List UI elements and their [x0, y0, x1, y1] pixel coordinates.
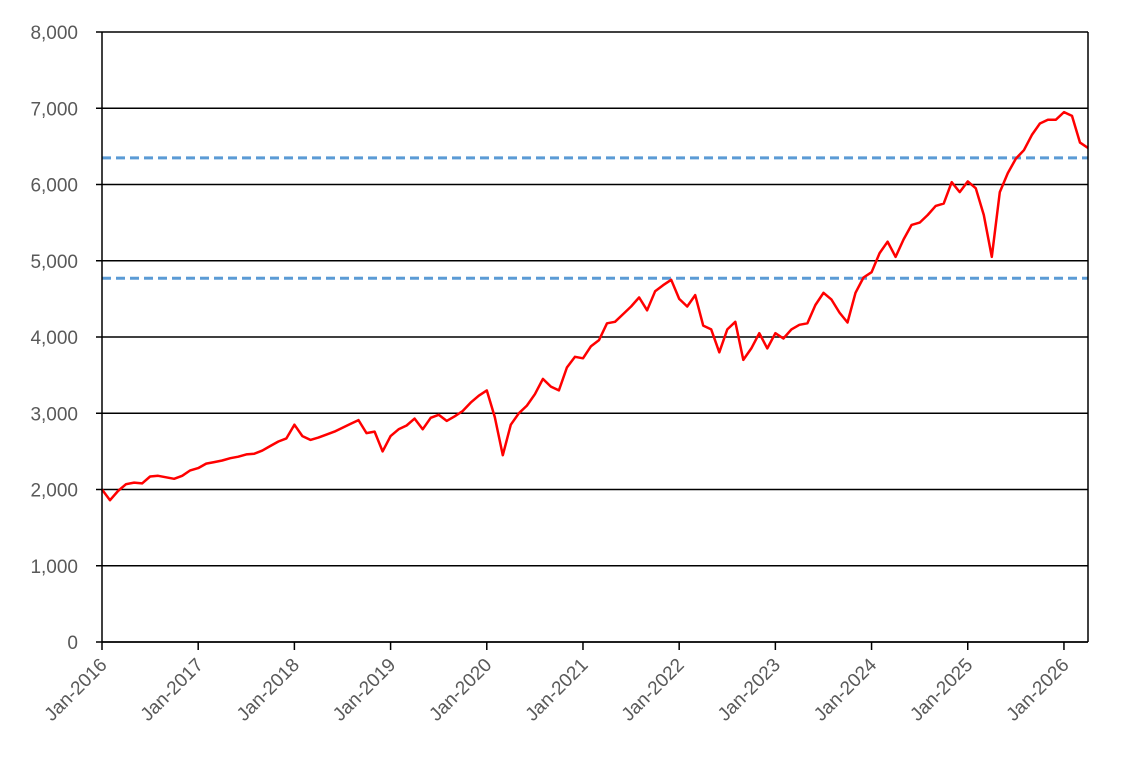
y-tick-label: 1,000: [30, 557, 78, 578]
y-tick-label: 4,000: [30, 328, 78, 349]
gridlines: [102, 31, 1088, 643]
y-axis-labels: 0 1,000 2,000 3,000 4,000 5,000 6,000 7,000 8,00…: [30, 23, 78, 654]
y-tick-label: 7,000: [30, 99, 78, 120]
x-tick-label: Jan-2021: [522, 655, 593, 726]
y-tick-label: 2,000: [30, 481, 78, 502]
x-tick-label: Jan-2023: [714, 655, 785, 726]
x-tick-label: Jan-2019: [329, 655, 400, 726]
y-tick-label: 0: [67, 633, 78, 654]
y-tick-label: 6,000: [30, 176, 78, 197]
x-tick-label: Jan-2022: [618, 655, 689, 726]
y-tick-label: 8,000: [30, 23, 78, 44]
x-tick-label: Jan-2025: [906, 655, 977, 726]
x-tick-label: Jan-2024: [810, 654, 881, 725]
x-tick-label: Jan-2018: [233, 655, 304, 726]
series-layer: [100, 110, 1089, 502]
x-tick-label: Jan-2016: [41, 655, 112, 726]
x-tick-label: Jan-2026: [1003, 655, 1074, 726]
y-tick-label: 5,000: [30, 252, 78, 273]
y-tick-label: 3,000: [30, 404, 78, 425]
reference-lines: [102, 156, 1088, 280]
axes: [96, 31, 1089, 650]
x-tick-label: Jan-2020: [425, 655, 496, 726]
x-tick-label: Jan-2017: [137, 655, 208, 726]
series-line: [100, 110, 1089, 502]
x-axis-labels: Jan-2016 Jan-2017 Jan-2018 Jan-2019 Jan-2020…: [41, 654, 1074, 725]
